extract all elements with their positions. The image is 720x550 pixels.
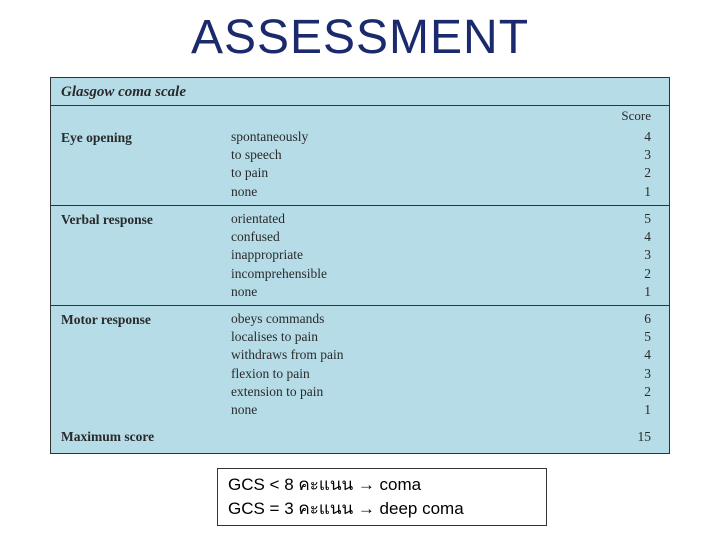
response-score: 1 (619, 283, 669, 301)
response-score: 5 (619, 210, 669, 228)
max-score-row: Maximum score 15 (51, 423, 669, 453)
response-score: 3 (619, 146, 669, 164)
response-score: 4 (619, 346, 669, 364)
response-row: localises to pain5 (231, 328, 669, 346)
response-text: to pain (231, 164, 619, 182)
response-score: 4 (619, 128, 669, 146)
response-row: none1 (231, 401, 669, 419)
gcs-section: Verbal responseorientated5confused4inapp… (51, 206, 669, 306)
score-column-header: Score (51, 106, 669, 124)
response-row: spontaneously4 (231, 128, 669, 146)
response-row: none1 (231, 183, 669, 201)
response-score: 1 (619, 401, 669, 419)
gcs-section: Eye openingspontaneously4to speech3to pa… (51, 124, 669, 206)
response-text: none (231, 401, 619, 419)
response-row: to pain2 (231, 164, 669, 182)
response-row: inappropriate3 (231, 246, 669, 264)
response-text: none (231, 183, 619, 201)
response-text: spontaneously (231, 128, 619, 146)
section-label: Motor response (51, 310, 231, 419)
response-row: flexion to pain3 (231, 365, 669, 383)
response-row: incomprehensible2 (231, 265, 669, 283)
response-score: 2 (619, 265, 669, 283)
slide-title: ASSESSMENT (0, 10, 720, 65)
responses-list: spontaneously4to speech3to pain2none1 (231, 128, 669, 201)
response-text: confused (231, 228, 619, 246)
response-text: withdraws from pain (231, 346, 619, 364)
response-text: obeys commands (231, 310, 619, 328)
response-text: incomprehensible (231, 265, 619, 283)
max-score-label: Maximum score (51, 429, 231, 445)
notes-box: GCS < 8 คะแนน → coma GCS = 3 คะแนน → dee… (217, 468, 547, 526)
response-text: extension to pain (231, 383, 619, 401)
response-row: withdraws from pain4 (231, 346, 669, 364)
section-label: Verbal response (51, 210, 231, 301)
note-line-1: GCS < 8 คะแนน → coma (228, 473, 536, 497)
response-row: to speech3 (231, 146, 669, 164)
response-row: none1 (231, 283, 669, 301)
note-line-2: GCS = 3 คะแนน → deep coma (228, 497, 536, 521)
response-row: confused4 (231, 228, 669, 246)
table-header: Glasgow coma scale (51, 78, 669, 106)
response-text: to speech (231, 146, 619, 164)
response-score: 2 (619, 383, 669, 401)
response-score: 1 (619, 183, 669, 201)
response-text: localises to pain (231, 328, 619, 346)
response-text: flexion to pain (231, 365, 619, 383)
max-score-value: 15 (619, 429, 669, 445)
response-text: none (231, 283, 619, 301)
response-score: 4 (619, 228, 669, 246)
gcs-table: Glasgow coma scale Score Eye openingspon… (50, 77, 670, 454)
response-score: 5 (619, 328, 669, 346)
response-row: orientated5 (231, 210, 669, 228)
response-score: 3 (619, 246, 669, 264)
responses-list: orientated5confused4inappropriate3incomp… (231, 210, 669, 301)
response-row: obeys commands6 (231, 310, 669, 328)
response-score: 2 (619, 164, 669, 182)
response-row: extension to pain2 (231, 383, 669, 401)
response-score: 6 (619, 310, 669, 328)
response-text: orientated (231, 210, 619, 228)
response-score: 3 (619, 365, 669, 383)
response-text: inappropriate (231, 246, 619, 264)
section-label: Eye opening (51, 128, 231, 201)
responses-list: obeys commands6localises to pain5withdra… (231, 310, 669, 419)
gcs-section: Motor responseobeys commands6localises t… (51, 306, 669, 423)
